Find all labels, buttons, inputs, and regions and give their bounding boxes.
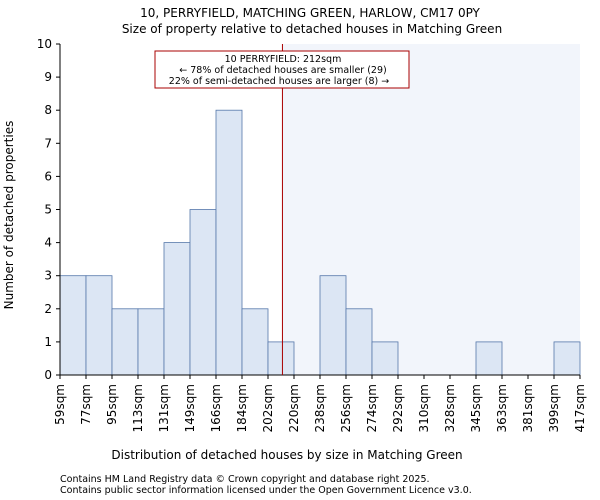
y-tick-label: 7 (44, 136, 52, 150)
y-tick-label: 4 (44, 236, 52, 250)
x-tick-label: 345sqm (469, 384, 483, 432)
x-tick-label: 220sqm (287, 384, 301, 432)
chart-subtitle: Size of property relative to detached ho… (122, 22, 502, 36)
x-tick-label: 310sqm (417, 384, 431, 432)
y-tick-label: 1 (44, 335, 52, 349)
bar-238sqm (319, 275, 347, 376)
bar-184sqm (241, 308, 269, 376)
footer-line-1: Contains HM Land Registry data © Crown c… (60, 474, 430, 485)
x-tick-label: 59sqm (53, 384, 67, 425)
y-axis: 0 1 2 3 4 5 6 7 8 9 10 (37, 37, 61, 382)
y-tick-label: 5 (44, 203, 52, 217)
x-tick-label: 77sqm (79, 384, 93, 425)
x-tick-label: 202sqm (261, 384, 275, 432)
x-axis: 59sqm 77sqm 95sqm 113sqm 131sqm 149sqm 166sqm 1… (53, 374, 587, 432)
x-tick-label: 328sqm (443, 384, 457, 432)
x-tick-label: 95sqm (105, 384, 119, 425)
bar-256sqm (345, 308, 373, 376)
x-tick-label: 238sqm (313, 384, 327, 432)
y-tick-label: 10 (37, 37, 52, 51)
annotation: 10 PERRYFIELD: 212sqm ← 78% of detached … (154, 50, 410, 89)
bars (59, 109, 581, 376)
chart-title: 10, PERRYFIELD, MATCHING GREEN, HARLOW, … (140, 6, 480, 20)
x-tick-label: 292sqm (391, 384, 405, 432)
bar-399sqm (553, 341, 581, 376)
bar-113sqm (137, 308, 165, 376)
annotation-line-1: 10 PERRYFIELD: 212sqm (225, 54, 342, 65)
annotation-line-2: ← 78% of detached houses are smaller (29… (179, 65, 386, 76)
y-tick-label: 9 (44, 70, 52, 84)
x-tick-label: 363sqm (495, 384, 509, 432)
annotation-box (154, 50, 410, 89)
y-tick-label: 6 (44, 169, 52, 183)
bar-131sqm (163, 242, 191, 376)
bar-202sqm (267, 341, 295, 376)
y-tick-label: 0 (44, 368, 52, 382)
x-tick-label: 381sqm (521, 384, 535, 432)
bar-166sqm (215, 109, 243, 376)
x-tick-label: 149sqm (183, 384, 197, 432)
x-tick-label: 274sqm (365, 384, 379, 432)
x-tick-label: 166sqm (209, 384, 223, 432)
y-tick-label: 2 (44, 302, 52, 316)
x-tick-label: 399sqm (547, 384, 561, 432)
bar-95sqm (111, 308, 139, 376)
x-tick-label: 131sqm (157, 384, 171, 432)
bar-77sqm (85, 275, 113, 376)
footer-line-2: Contains public sector information licen… (60, 485, 472, 496)
x-tick-label: 417sqm (573, 384, 587, 432)
bar-59sqm (59, 275, 87, 376)
y-tick-label: 3 (44, 269, 52, 283)
y-axis-label: Number of detached properties (2, 121, 16, 310)
bar-274sqm (371, 341, 399, 376)
bar-345sqm (475, 341, 503, 376)
x-tick-label: 184sqm (235, 384, 249, 432)
y-tick-label: 8 (44, 103, 52, 117)
x-axis-label: Distribution of detached houses by size … (111, 448, 462, 462)
x-tick-label: 113sqm (131, 384, 145, 432)
bar-149sqm (189, 209, 217, 376)
annotation-line-3: 22% of semi-detached houses are larger (… (169, 76, 389, 87)
x-tick-label: 256sqm (339, 384, 353, 432)
